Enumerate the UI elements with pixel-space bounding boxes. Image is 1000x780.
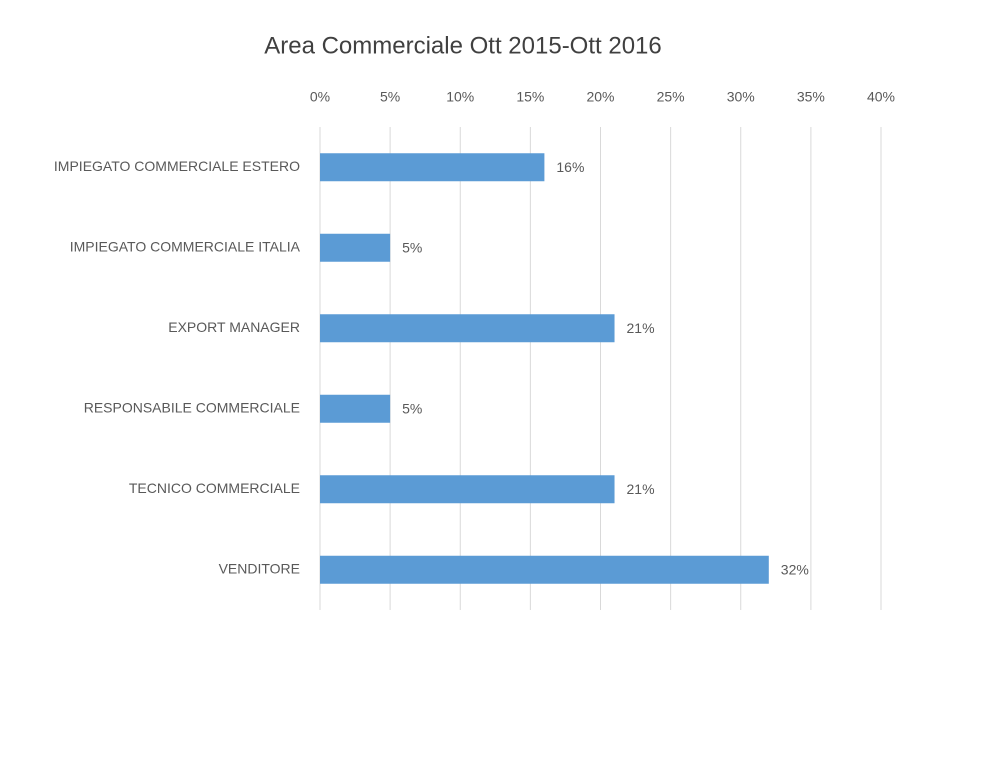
x-tick-label: 35% <box>797 89 825 105</box>
bar <box>320 475 615 504</box>
x-tick-label: 15% <box>516 89 544 105</box>
data-label: 32% <box>781 561 809 577</box>
bar <box>320 314 615 343</box>
y-tick-label: RESPONSABILE COMMERCIALE <box>84 399 300 415</box>
y-tick-label: IMPIEGATO COMMERCIALE ESTERO <box>54 158 300 174</box>
y-tick-label: IMPIEGATO COMMERCIALE ITALIA <box>70 238 301 254</box>
x-tick-label: 40% <box>867 89 895 105</box>
y-tick-label: EXPORT MANAGER <box>168 319 300 335</box>
x-tick-label: 25% <box>657 89 685 105</box>
chart-title: Area Commerciale Ott 2015-Ott 2016 <box>264 32 662 59</box>
x-tick-label: 20% <box>586 89 614 105</box>
x-tick-label: 5% <box>380 89 400 105</box>
x-tick-label: 0% <box>310 89 330 105</box>
bar <box>320 153 545 182</box>
data-label: 5% <box>402 400 422 416</box>
bar <box>320 394 391 423</box>
y-tick-label: TECNICO COMMERCIALE <box>129 480 300 496</box>
data-label: 21% <box>627 320 655 336</box>
y-tick-label: VENDITORE <box>219 560 300 576</box>
data-label: 21% <box>627 481 655 497</box>
bar <box>320 233 391 262</box>
x-tick-label: 30% <box>727 89 755 105</box>
bar <box>320 555 769 584</box>
x-tick-label: 10% <box>446 89 474 105</box>
data-label: 16% <box>556 159 584 175</box>
data-label: 5% <box>402 239 422 255</box>
